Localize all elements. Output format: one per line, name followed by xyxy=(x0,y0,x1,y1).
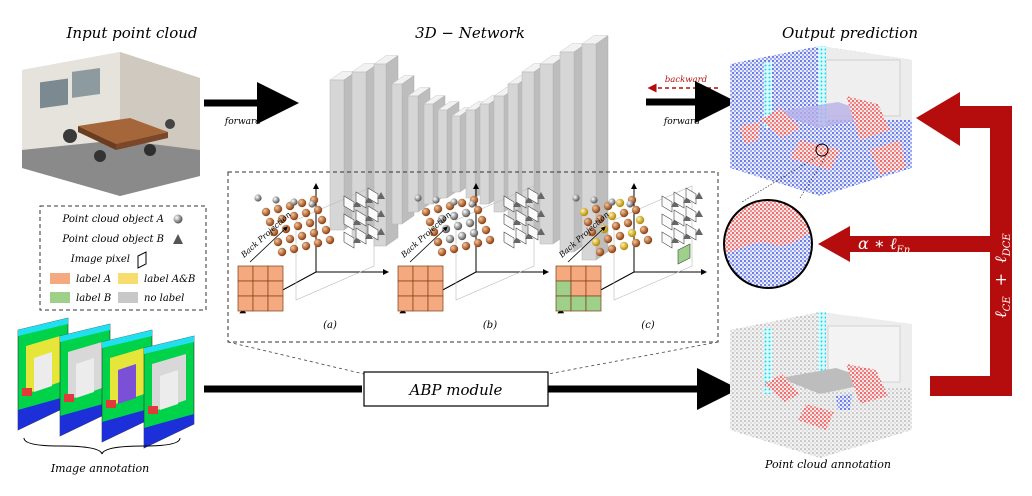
legend-label-b: label B xyxy=(76,293,111,304)
point-cloud-annotation-label: Point cloud annotation xyxy=(764,458,891,471)
point-cloud-annotation-image xyxy=(730,312,912,458)
abp-module-box xyxy=(363,371,549,407)
forward-label-left: forward xyxy=(224,117,261,127)
pixel-icon xyxy=(137,251,147,269)
entropy-loss-label: α ∗ ℓEn xyxy=(858,234,910,256)
legend-label-a: label A xyxy=(76,274,111,285)
abp-panels-box xyxy=(227,171,719,343)
annotation-image xyxy=(59,323,111,437)
image-annotation-label: Image annotation xyxy=(50,462,149,475)
magnified-detail xyxy=(723,199,813,289)
annotation-brace xyxy=(23,437,181,455)
abp-module-label: ABP module xyxy=(408,381,503,399)
legend-object-a: Point cloud object A xyxy=(62,214,164,225)
annotation-image xyxy=(143,335,195,449)
legend-no-label: no label xyxy=(144,293,184,304)
backward-label: backward xyxy=(665,75,708,85)
abp-panels: Back Projection Back Projection Back Proje… xyxy=(237,183,707,314)
pyramid-icon xyxy=(173,234,183,244)
annotation-image xyxy=(101,329,153,443)
annotation-image xyxy=(17,317,69,431)
legend-object-b: Point cloud object B xyxy=(61,234,164,245)
image-annotation-stack xyxy=(17,317,195,449)
network-title: 3D − Network xyxy=(415,24,525,42)
legend-box: Point cloud object A Point cloud object … xyxy=(39,205,207,311)
input-point-cloud-image xyxy=(22,52,200,196)
legend-image-pixel: Image pixel xyxy=(70,254,130,265)
loss-arrows xyxy=(818,92,1012,396)
label-ab-swatch xyxy=(118,273,138,284)
legend-label-ab: label A&B xyxy=(144,274,195,285)
sphere-icon xyxy=(173,214,183,224)
label-b-swatch xyxy=(50,292,70,303)
label-a-swatch xyxy=(50,273,70,284)
panel-a-label: (a) xyxy=(323,320,337,331)
network-layer xyxy=(581,35,609,261)
no-label-swatch xyxy=(118,292,138,303)
output-prediction-image xyxy=(730,46,912,196)
panel-b-label: (b) xyxy=(483,320,497,331)
abp-panel: Back Projection xyxy=(237,183,389,314)
forward-label-right: forward xyxy=(663,117,700,127)
abp-panel: Back Projection xyxy=(555,183,707,314)
panel-c-label: (c) xyxy=(641,320,655,331)
combined-loss-label: ℓCE+ℓDCE xyxy=(991,233,1013,318)
input-title: Input point cloud xyxy=(65,24,197,42)
output-title: Output prediction xyxy=(782,24,918,42)
